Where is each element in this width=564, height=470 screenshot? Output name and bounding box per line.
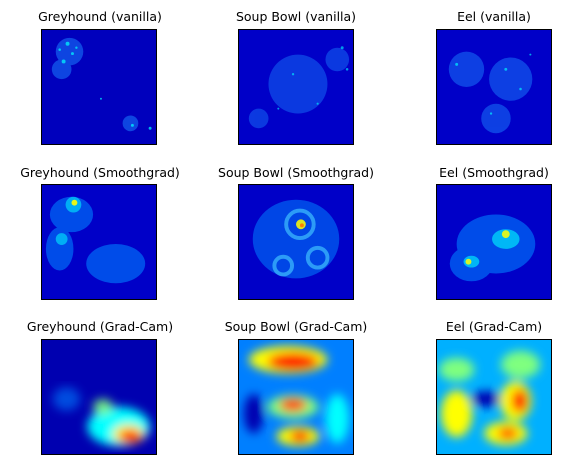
saliency-map-greyhound-smoothgrad bbox=[41, 184, 157, 300]
panel-title-greyhound-gradcam: Greyhound (Grad-Cam) bbox=[26, 319, 174, 334]
saliency-map-greyhound-vanilla bbox=[41, 29, 157, 145]
heatmap-soup-bowl-vanilla bbox=[239, 30, 353, 144]
saliency-map-soup-bowl-gradcam bbox=[238, 339, 354, 455]
heatmap-eel-gradcam bbox=[437, 340, 551, 454]
saliency-map-eel-vanilla bbox=[436, 29, 552, 145]
panel-title-soup-bowl-smoothgrad: Soup Bowl (Smoothgrad) bbox=[218, 165, 374, 180]
saliency-map-eel-gradcam bbox=[436, 339, 552, 455]
panel-title-soup-bowl-vanilla: Soup Bowl (vanilla) bbox=[235, 9, 357, 24]
panel-title-greyhound-smoothgrad: Greyhound (Smoothgrad) bbox=[20, 165, 180, 180]
heatmap-soup-bowl-gradcam bbox=[239, 340, 353, 454]
panel-title-eel-vanilla: Eel (vanilla) bbox=[457, 9, 531, 24]
panel-title-eel-smoothgrad: Eel (Smoothgrad) bbox=[439, 165, 549, 180]
panel-title-eel-gradcam: Eel (Grad-Cam) bbox=[445, 319, 543, 334]
heatmap-greyhound-vanilla bbox=[42, 30, 156, 144]
heatmap-eel-vanilla bbox=[437, 30, 551, 144]
heatmap-eel-smoothgrad bbox=[437, 185, 551, 299]
heatmap-soup-bowl-smoothgrad bbox=[239, 185, 353, 299]
saliency-map-soup-bowl-smoothgrad bbox=[238, 184, 354, 300]
saliency-map-greyhound-gradcam bbox=[41, 339, 157, 455]
saliency-map-soup-bowl-vanilla bbox=[238, 29, 354, 145]
panel-title-soup-bowl-gradcam: Soup Bowl (Grad-Cam) bbox=[224, 319, 368, 334]
panel-title-greyhound-vanilla: Greyhound (vanilla) bbox=[38, 9, 162, 24]
heatmap-greyhound-smoothgrad bbox=[42, 185, 156, 299]
heatmap-greyhound-gradcam bbox=[42, 340, 156, 454]
saliency-map-eel-smoothgrad bbox=[436, 184, 552, 300]
